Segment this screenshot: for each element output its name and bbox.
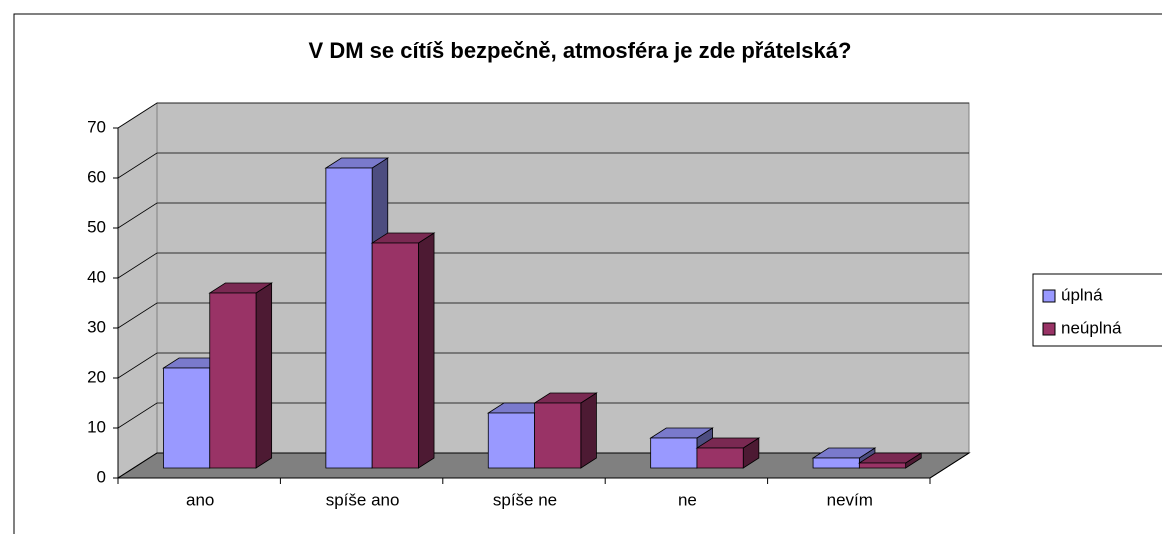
grid-line bbox=[117, 202, 969, 229]
bar bbox=[208, 282, 274, 469]
bar-front bbox=[534, 402, 582, 469]
legend-label: neúplná bbox=[1061, 318, 1122, 337]
bar-front bbox=[696, 447, 744, 469]
y-tick-label: 70 bbox=[87, 117, 106, 136]
y-tick-label: 20 bbox=[87, 367, 106, 386]
bar bbox=[695, 437, 761, 469]
bar-front bbox=[209, 292, 257, 469]
x-tick-label: spíše ne bbox=[493, 490, 557, 509]
bar-side bbox=[418, 232, 435, 469]
y-tick-label: 0 bbox=[97, 467, 106, 486]
chart-border bbox=[13, 13, 1162, 534]
y-tick-label: 50 bbox=[87, 217, 106, 236]
y-tick-label: 60 bbox=[87, 167, 106, 186]
x-tick-label: ne bbox=[678, 490, 697, 509]
grid-line bbox=[117, 302, 969, 329]
y-tick-label: 10 bbox=[87, 417, 106, 436]
chart-title: V DM se cítíš bezpečně, atmosféra je zde… bbox=[309, 38, 852, 63]
bar bbox=[370, 232, 436, 469]
grid-line bbox=[117, 402, 969, 429]
bar bbox=[857, 452, 923, 469]
legend-swatch bbox=[1042, 322, 1056, 336]
bar-front bbox=[325, 167, 373, 469]
x-tick-label: nevím bbox=[827, 490, 873, 509]
bar-front bbox=[371, 242, 419, 469]
legend-label: úplná bbox=[1061, 285, 1103, 304]
bar-front bbox=[812, 457, 860, 469]
bar-side bbox=[580, 392, 597, 469]
bar-front bbox=[650, 437, 698, 469]
grid-line bbox=[117, 102, 969, 129]
bar-front bbox=[858, 462, 907, 469]
bar bbox=[533, 392, 598, 469]
bar-front bbox=[487, 412, 535, 469]
bar-side bbox=[255, 282, 273, 469]
y-tick-label: 40 bbox=[87, 267, 106, 286]
floor-edge bbox=[929, 452, 970, 479]
grid-line bbox=[117, 352, 969, 379]
bar-front bbox=[163, 367, 211, 469]
legend-swatch bbox=[1042, 289, 1056, 303]
x-tick-label: spíše ano bbox=[326, 490, 400, 509]
grid-line bbox=[117, 252, 969, 279]
grid-line bbox=[117, 152, 969, 179]
x-tick-label: ano bbox=[186, 490, 214, 509]
y-tick-label: 30 bbox=[87, 317, 106, 336]
side-wall bbox=[117, 102, 158, 479]
